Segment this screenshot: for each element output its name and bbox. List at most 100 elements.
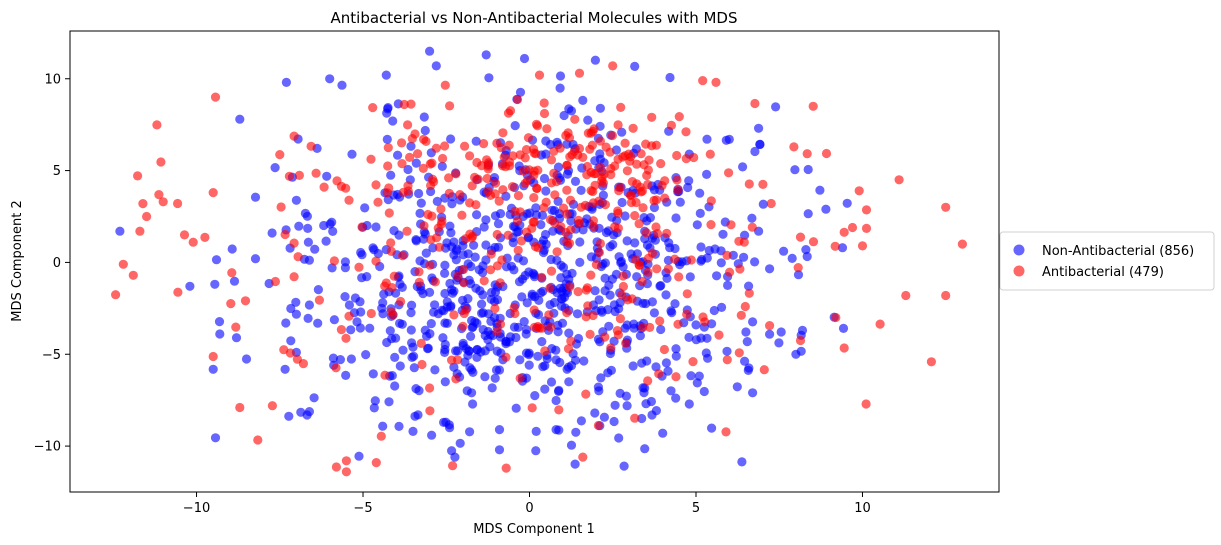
data-point-antibacterial xyxy=(354,262,364,272)
data-point-antibacterial xyxy=(589,124,599,134)
data-point-antibacterial xyxy=(235,402,245,413)
data-point-non-antibacterial xyxy=(671,213,681,223)
data-point-antibacterial xyxy=(457,210,467,220)
data-point-antibacterial xyxy=(605,147,615,157)
data-point-non-antibacterial xyxy=(360,203,370,213)
data-point-non-antibacterial xyxy=(510,121,520,131)
data-point-non-antibacterial xyxy=(750,257,760,267)
data-point-antibacterial xyxy=(495,278,505,288)
data-point-non-antibacterial xyxy=(471,136,481,146)
data-point-non-antibacterial xyxy=(390,381,400,391)
data-point-antibacterial xyxy=(621,338,631,348)
data-point-non-antibacterial xyxy=(645,213,656,223)
data-point-non-antibacterial xyxy=(683,182,693,193)
data-point-non-antibacterial xyxy=(732,382,742,392)
data-point-antibacterial xyxy=(610,161,620,171)
data-point-antibacterial xyxy=(389,271,399,281)
data-point-non-antibacterial xyxy=(468,367,478,377)
data-point-non-antibacterial xyxy=(663,366,673,376)
data-point-non-antibacterial xyxy=(300,208,310,218)
data-point-antibacterial xyxy=(555,143,565,153)
data-point-antibacterial xyxy=(618,271,628,281)
data-point-non-antibacterial xyxy=(472,210,482,220)
data-point-non-antibacterial xyxy=(597,307,607,317)
data-point-antibacterial xyxy=(802,149,812,159)
data-point-antibacterial xyxy=(448,461,458,471)
data-point-non-antibacterial xyxy=(621,391,632,401)
data-point-antibacterial xyxy=(682,289,692,299)
data-point-non-antibacterial xyxy=(702,169,712,179)
data-point-non-antibacterial xyxy=(493,219,504,229)
data-point-non-antibacterial xyxy=(408,342,418,352)
data-point-non-antibacterial xyxy=(554,385,564,395)
data-point-non-antibacterial xyxy=(379,289,389,299)
data-point-non-antibacterial xyxy=(622,401,632,411)
data-point-non-antibacterial xyxy=(327,263,337,273)
data-point-antibacterial xyxy=(632,159,642,169)
data-point-non-antibacterial xyxy=(750,146,760,157)
data-point-antibacterial xyxy=(654,369,664,379)
data-point-antibacterial xyxy=(529,305,539,315)
data-point-non-antibacterial xyxy=(661,358,672,368)
data-point-antibacterial xyxy=(705,149,715,159)
data-point-non-antibacterial xyxy=(571,427,581,437)
data-point-antibacterial xyxy=(623,295,633,305)
data-point-non-antibacterial xyxy=(425,329,435,339)
data-point-antibacterial xyxy=(428,174,438,184)
data-point-non-antibacterial xyxy=(215,329,225,339)
data-point-antibacterial xyxy=(570,114,580,124)
data-point-non-antibacterial xyxy=(442,302,452,312)
data-point-non-antibacterial xyxy=(280,364,290,374)
data-point-antibacterial xyxy=(586,270,596,280)
data-point-antibacterial xyxy=(380,370,390,380)
data-point-non-antibacterial xyxy=(406,308,416,318)
data-point-antibacterial xyxy=(686,255,696,265)
data-point-non-antibacterial xyxy=(426,319,436,329)
data-point-non-antibacterial xyxy=(469,240,479,250)
y-axis: −10 −5 0 5 10 xyxy=(34,72,70,455)
data-point-antibacterial xyxy=(492,138,502,148)
data-point-non-antibacterial xyxy=(490,287,501,297)
data-point-non-antibacterial xyxy=(337,80,347,90)
data-point-antibacterial xyxy=(431,143,441,153)
data-point-antibacterial xyxy=(735,264,745,274)
data-point-non-antibacterial xyxy=(369,403,379,413)
data-point-antibacterial xyxy=(588,310,598,321)
data-point-antibacterial xyxy=(418,163,428,173)
data-point-antibacterial xyxy=(808,101,818,111)
data-point-antibacterial xyxy=(231,322,241,332)
data-point-non-antibacterial xyxy=(411,384,421,394)
data-point-antibacterial xyxy=(284,171,294,181)
data-point-antibacterial xyxy=(486,249,496,259)
data-point-non-antibacterial xyxy=(438,333,448,343)
data-point-non-antibacterial xyxy=(686,371,696,381)
data-point-non-antibacterial xyxy=(453,346,463,356)
data-point-antibacterial xyxy=(722,250,732,260)
data-point-antibacterial xyxy=(530,242,541,252)
data-point-antibacterial xyxy=(861,205,872,215)
data-point-antibacterial xyxy=(625,156,635,166)
data-point-antibacterial xyxy=(504,157,515,167)
data-point-antibacterial xyxy=(670,254,680,264)
data-point-antibacterial xyxy=(425,260,435,270)
data-point-non-antibacterial xyxy=(684,176,694,186)
data-point-antibacterial xyxy=(341,456,351,466)
legend: Non-Antibacterial (856) Antibacterial (4… xyxy=(999,231,1215,291)
data-point-non-antibacterial xyxy=(622,236,632,246)
data-point-non-antibacterial xyxy=(211,255,222,265)
y-tick-label: 5 xyxy=(53,164,61,179)
data-point-non-antibacterial xyxy=(551,345,561,355)
data-point-antibacterial xyxy=(574,68,585,78)
data-point-non-antibacterial xyxy=(241,354,252,364)
data-point-non-antibacterial xyxy=(465,427,475,437)
data-point-antibacterial xyxy=(438,153,448,164)
data-point-non-antibacterial xyxy=(723,280,733,290)
data-point-non-antibacterial xyxy=(740,230,750,240)
data-point-non-antibacterial xyxy=(494,445,505,455)
data-point-antibacterial xyxy=(523,133,534,143)
data-point-antibacterial xyxy=(789,142,799,152)
data-point-non-antibacterial xyxy=(464,346,474,356)
data-point-antibacterial xyxy=(529,170,539,180)
data-point-antibacterial xyxy=(285,348,295,358)
data-point-non-antibacterial xyxy=(618,262,628,272)
